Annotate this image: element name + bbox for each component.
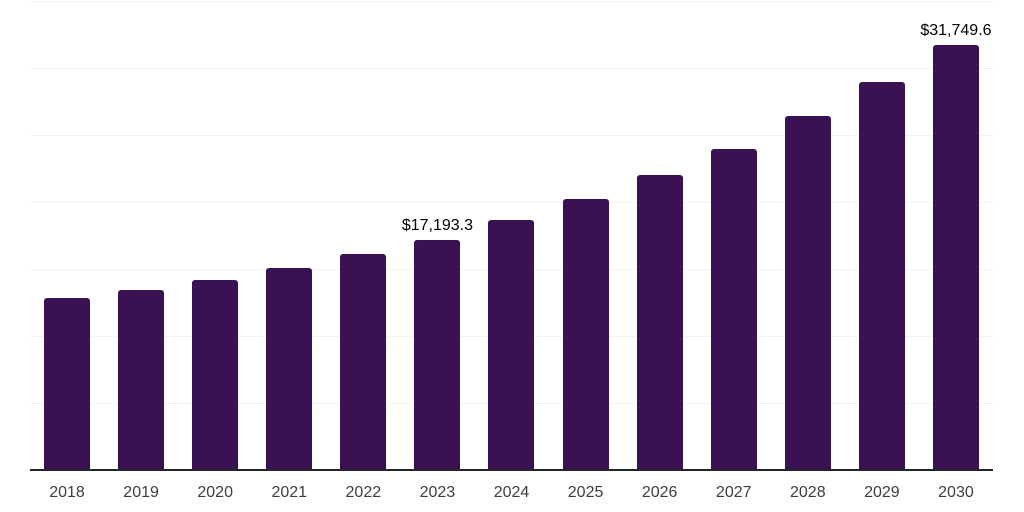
bar-2028	[784, 116, 831, 470]
bar-group-2019: 2019	[104, 1, 178, 501]
bar-2026	[636, 175, 683, 470]
bar-group-2025: 2025	[549, 1, 623, 501]
x-axis-tick-label-2025: 2025	[567, 484, 604, 501]
x-axis-tick-label-2027: 2027	[715, 484, 752, 501]
bar-2021	[266, 267, 313, 470]
bar-2027	[710, 149, 757, 470]
bar-value-label-2030: $31,749.6	[920, 21, 992, 39]
bar-2025	[562, 199, 609, 470]
bar-2029	[858, 82, 905, 470]
x-axis-tick-label-2024: 2024	[493, 484, 530, 501]
bar-group-2029: 2029	[845, 1, 919, 501]
x-axis-tick-label-2019: 2019	[123, 484, 159, 501]
bar-group-2023: $17,193.3 2023	[400, 1, 474, 501]
bar-2019	[118, 289, 165, 470]
x-axis-tick-label-2028: 2028	[790, 484, 826, 501]
gridline	[30, 1, 993, 2]
x-axis-tick-label-2022: 2022	[345, 484, 382, 501]
bar-value-label-2023: $17,193.3	[401, 216, 473, 234]
x-axis-tick-label-2030: 2030	[938, 484, 974, 501]
x-axis-tick-label-2020: 2020	[197, 484, 233, 501]
gridline	[30, 202, 993, 203]
bar-group-2026: 2026	[623, 1, 697, 501]
bar-2022	[340, 253, 387, 470]
bar-2030	[932, 44, 979, 470]
plot-area: 2018 2019 2020 2021 2022 $17,193.3 2023 2024 202…	[30, 1, 993, 501]
bar-group-2030: $31,749.6 2030	[919, 1, 993, 501]
x-axis-tick-label-2023: 2023	[419, 484, 456, 501]
bar-group-2020: 2020	[178, 1, 252, 501]
x-axis-tick-label-2026: 2026	[641, 484, 678, 501]
x-axis-tick-label-2021: 2021	[271, 484, 308, 501]
bar-group-2028: 2028	[771, 1, 845, 501]
x-axis-line	[30, 469, 993, 471]
bar-group-2018: 2018	[30, 1, 104, 501]
bar-group-2024: 2024	[474, 1, 548, 501]
bar-group-2022: 2022	[326, 1, 400, 501]
bar-group-2027: 2027	[697, 1, 771, 501]
bar-group-2021: 2021	[252, 1, 326, 501]
gridline	[30, 135, 993, 136]
bar-2023	[414, 239, 461, 470]
x-axis-tick-label-2029: 2029	[864, 484, 900, 501]
x-axis-tick-label-2018: 2018	[49, 484, 85, 501]
bar-2024	[488, 220, 535, 470]
bar-2020	[192, 279, 239, 470]
bar-2018	[44, 298, 91, 470]
gridline	[30, 68, 993, 69]
